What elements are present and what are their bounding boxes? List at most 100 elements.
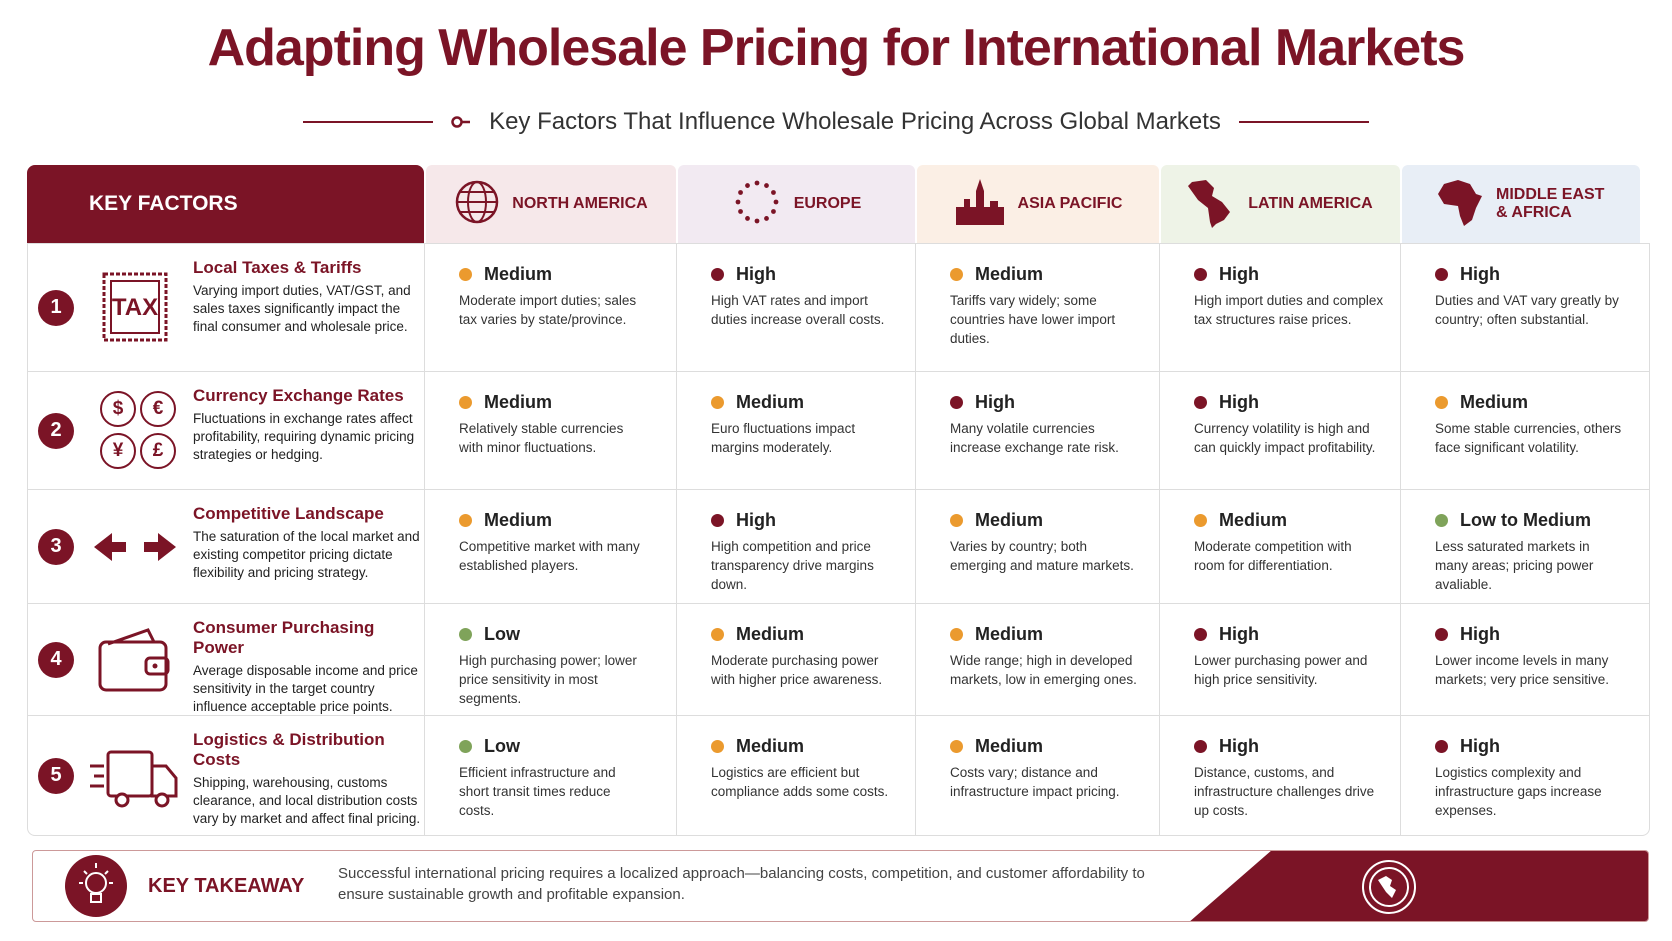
factor-cell: 2 $ € ¥ £ Currency Exchange Rates Fluctuations… [28,372,425,489]
cell-text: High VAT rates and import duties increas… [711,293,885,327]
level-dot [950,514,963,527]
level: Medium [950,510,1159,531]
region-icon [454,179,500,230]
level: Medium [950,624,1159,645]
region-icon [954,177,1006,232]
region-cell: High Lower income levels in many markets;… [1401,604,1641,715]
bullet-icon [451,116,471,128]
row-number: 5 [38,757,74,794]
level-label: Low [484,736,520,756]
factor-name: Competitive Landscape [193,504,384,523]
level: Low [459,624,676,645]
cell-text: High purchasing power; lower price sensi… [459,653,637,706]
takeaway-text: Successful international pricing require… [338,865,1145,903]
level: Medium [459,510,676,531]
level: High [711,264,915,285]
region-cell: High Duties and VAT vary greatly by count… [1401,244,1641,371]
region-cell: Medium Moderate import duties; sales tax … [425,244,677,371]
region-cell: Low High purchasing power; lower price se… [425,604,677,715]
level-label: Medium [736,392,805,412]
level-dot [1435,514,1448,527]
level-dot [950,396,963,409]
takeaway-label: KEY TAKEAWAY [148,875,305,897]
level-label: Medium [975,510,1044,530]
level: Medium [711,392,915,413]
region-header: EUROPE [678,165,915,243]
factor-row: 1 TAX Local Taxes & Tariffs Varying import … [28,244,1649,371]
level-dot [459,514,472,527]
level-dot [1435,268,1448,281]
cell-text: Less saturated markets in many areas; pr… [1435,539,1594,592]
level-dot [950,740,963,753]
level: High [1435,736,1641,757]
cell-text: Logistics are efficient but compliance a… [711,765,889,799]
level-label: Low [484,624,520,644]
currency-symbol: £ [140,432,176,469]
level: Medium [711,624,915,645]
factor-text: Logistics & Distribution Costs Shipping, … [193,730,421,828]
region-icon [732,177,782,232]
factor-cell: 3 Competitive Landscape The saturation of … [28,490,425,603]
globe-icon [1362,860,1416,914]
subtitle: Key Factors That Influence Wholesale Pri… [489,108,1221,135]
factor-icon [90,620,180,700]
region-cell: Medium Some stable currencies, others fac… [1401,372,1641,489]
level-dot [1194,740,1207,753]
level: Low to Medium [1435,510,1641,531]
factor-text: Consumer Purchasing Power Average disposa… [193,618,421,716]
level-dot [711,268,724,281]
cell-text: Moderate competition with room for diffe… [1194,539,1352,573]
level: Low [459,736,676,757]
region-cell: Medium Costs vary; distance and infrastru… [916,716,1160,835]
cell-text: Lower income levels in many markets; ver… [1435,653,1610,687]
level-dot [711,514,724,527]
region-cell: Medium Euro fluctuations impact margins m… [677,372,916,489]
region-cell: Medium Logistics are efficient but compli… [677,716,916,835]
table-body: 1 TAX Local Taxes & Tariffs Varying import … [27,243,1650,836]
level-label: High [1219,392,1259,412]
level: High [1435,624,1641,645]
cell-text: Wide range; high in developed markets, l… [950,653,1137,687]
level-label: High [1460,624,1500,644]
region-cell: High Currency volatility is high and can … [1160,372,1401,489]
level-label: Medium [1460,392,1529,412]
level-label: Medium [736,736,805,756]
level: Medium [1194,510,1400,531]
factor-icon [90,736,180,816]
level: Medium [711,736,915,757]
region-cell: High Lower purchasing power and high pric… [1160,604,1401,715]
region-header: NORTH AMERICA [426,165,676,243]
region-cell: Medium Varies by country; both emerging a… [916,490,1160,603]
level-label: High [1219,736,1259,756]
factor-row: 5 Logistics & Distribution Costs Shipping,… [28,715,1649,835]
level: High [711,510,915,531]
level-dot [950,628,963,641]
factor-cell: 1 TAX Local Taxes & Tariffs Varying import … [28,244,425,371]
level: Medium [459,392,676,413]
level-label: Medium [484,392,553,412]
level-label: Medium [975,624,1044,644]
region-cell: High High VAT rates and import duties inc… [677,244,916,371]
level-label: High [1219,264,1259,284]
level-label: High [1460,736,1500,756]
factor-name: Local Taxes & Tariffs [193,258,362,277]
row-number: 4 [38,641,74,678]
region-cell: Medium Relatively stable currencies with … [425,372,677,489]
decor-band [1188,851,1648,921]
cell-text: Currency volatility is high and can quic… [1194,421,1376,455]
level: High [1194,736,1400,757]
level-dot [459,396,472,409]
level-label: High [975,392,1015,412]
level: High [1194,264,1400,285]
region-icon [1188,176,1236,233]
region-cell: High Logistics complexity and infrastruct… [1401,716,1641,835]
cell-text: Efficient infrastructure and short trans… [459,765,616,818]
region-name: EUROPE [793,195,862,212]
region-name: MIDDLE EAST & AFRICA [1496,186,1605,221]
level: High [1435,264,1641,285]
factor-text: Competitive Landscape The saturation of t… [193,504,421,582]
level-label: Medium [736,624,805,644]
region-name: LATIN AMERICA [1248,195,1373,212]
factor-icon [90,507,180,587]
